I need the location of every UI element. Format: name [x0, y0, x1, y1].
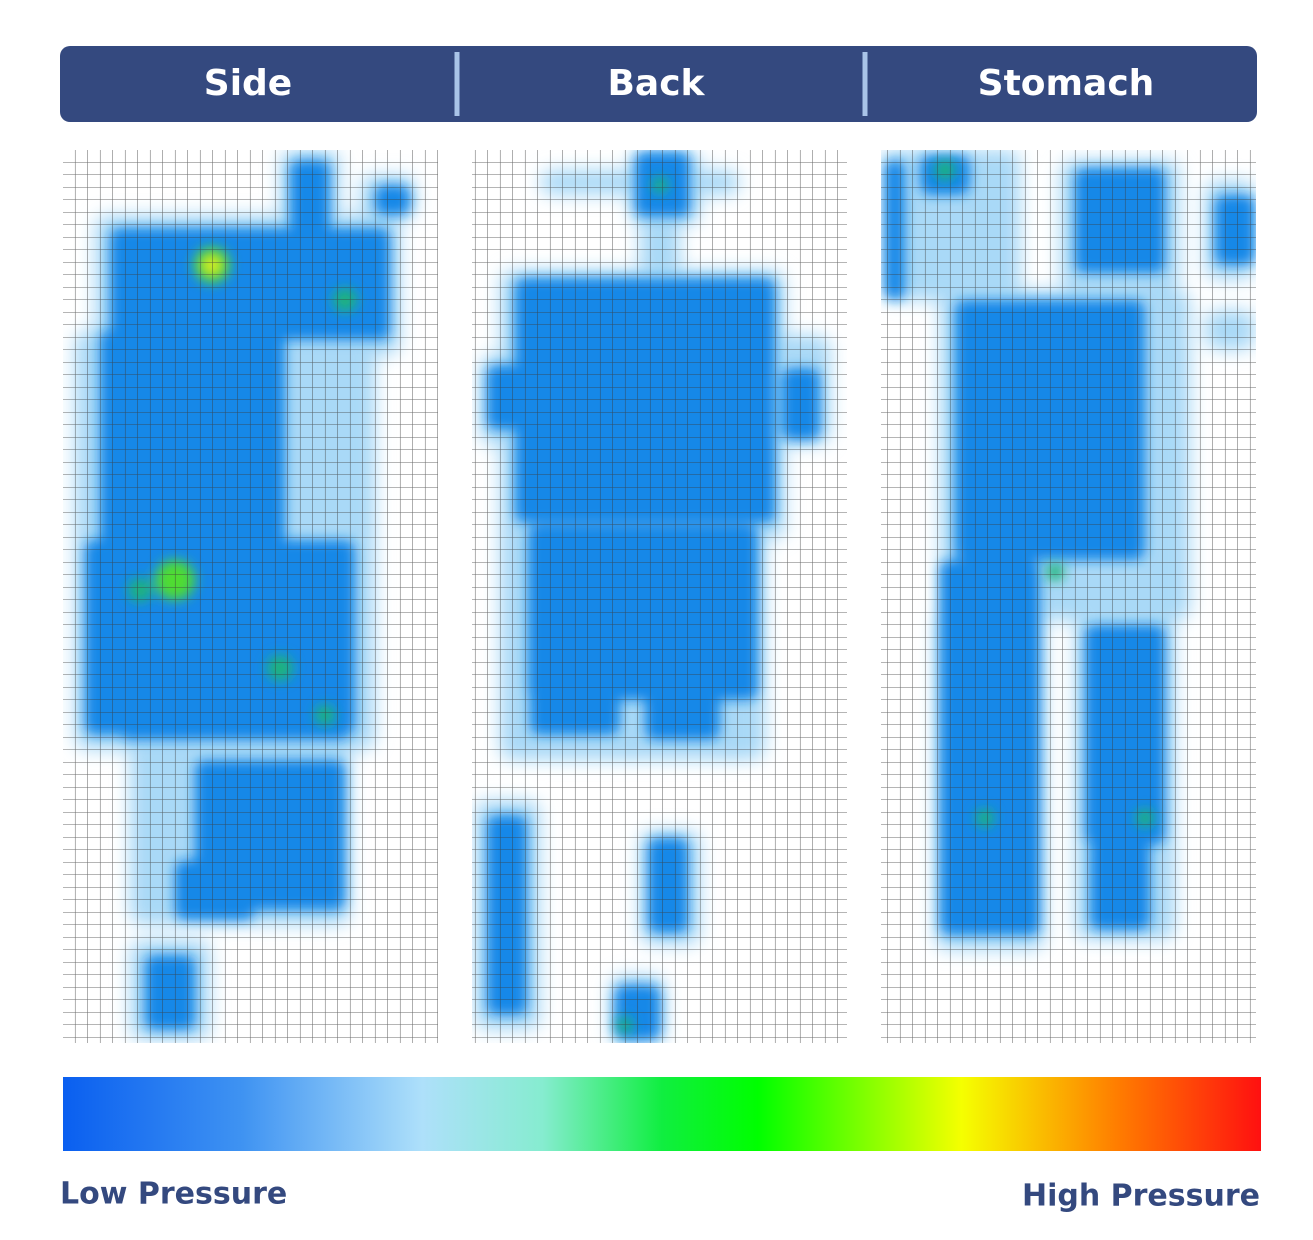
low-label: Low Pressure — [60, 1177, 287, 1212]
grid — [63, 150, 438, 1043]
pressure-scale — [63, 1077, 1261, 1151]
heat-layer — [472, 150, 847, 1043]
grid — [881, 150, 1256, 1043]
pressure-panel — [472, 150, 847, 1043]
pressure-panel — [63, 150, 438, 1043]
heat-layer — [881, 150, 1256, 1043]
tab-label[interactable]: Back — [607, 63, 705, 104]
high-label: High Pressure — [1022, 1179, 1260, 1214]
header-bar — [60, 46, 1257, 122]
pressure-maps — [63, 150, 1256, 1043]
grid — [472, 150, 847, 1043]
heat-layer — [63, 150, 438, 1043]
tab-label[interactable]: Stomach — [978, 63, 1155, 104]
tab-label[interactable]: Side — [204, 63, 292, 104]
pressure-panel — [881, 150, 1256, 1043]
